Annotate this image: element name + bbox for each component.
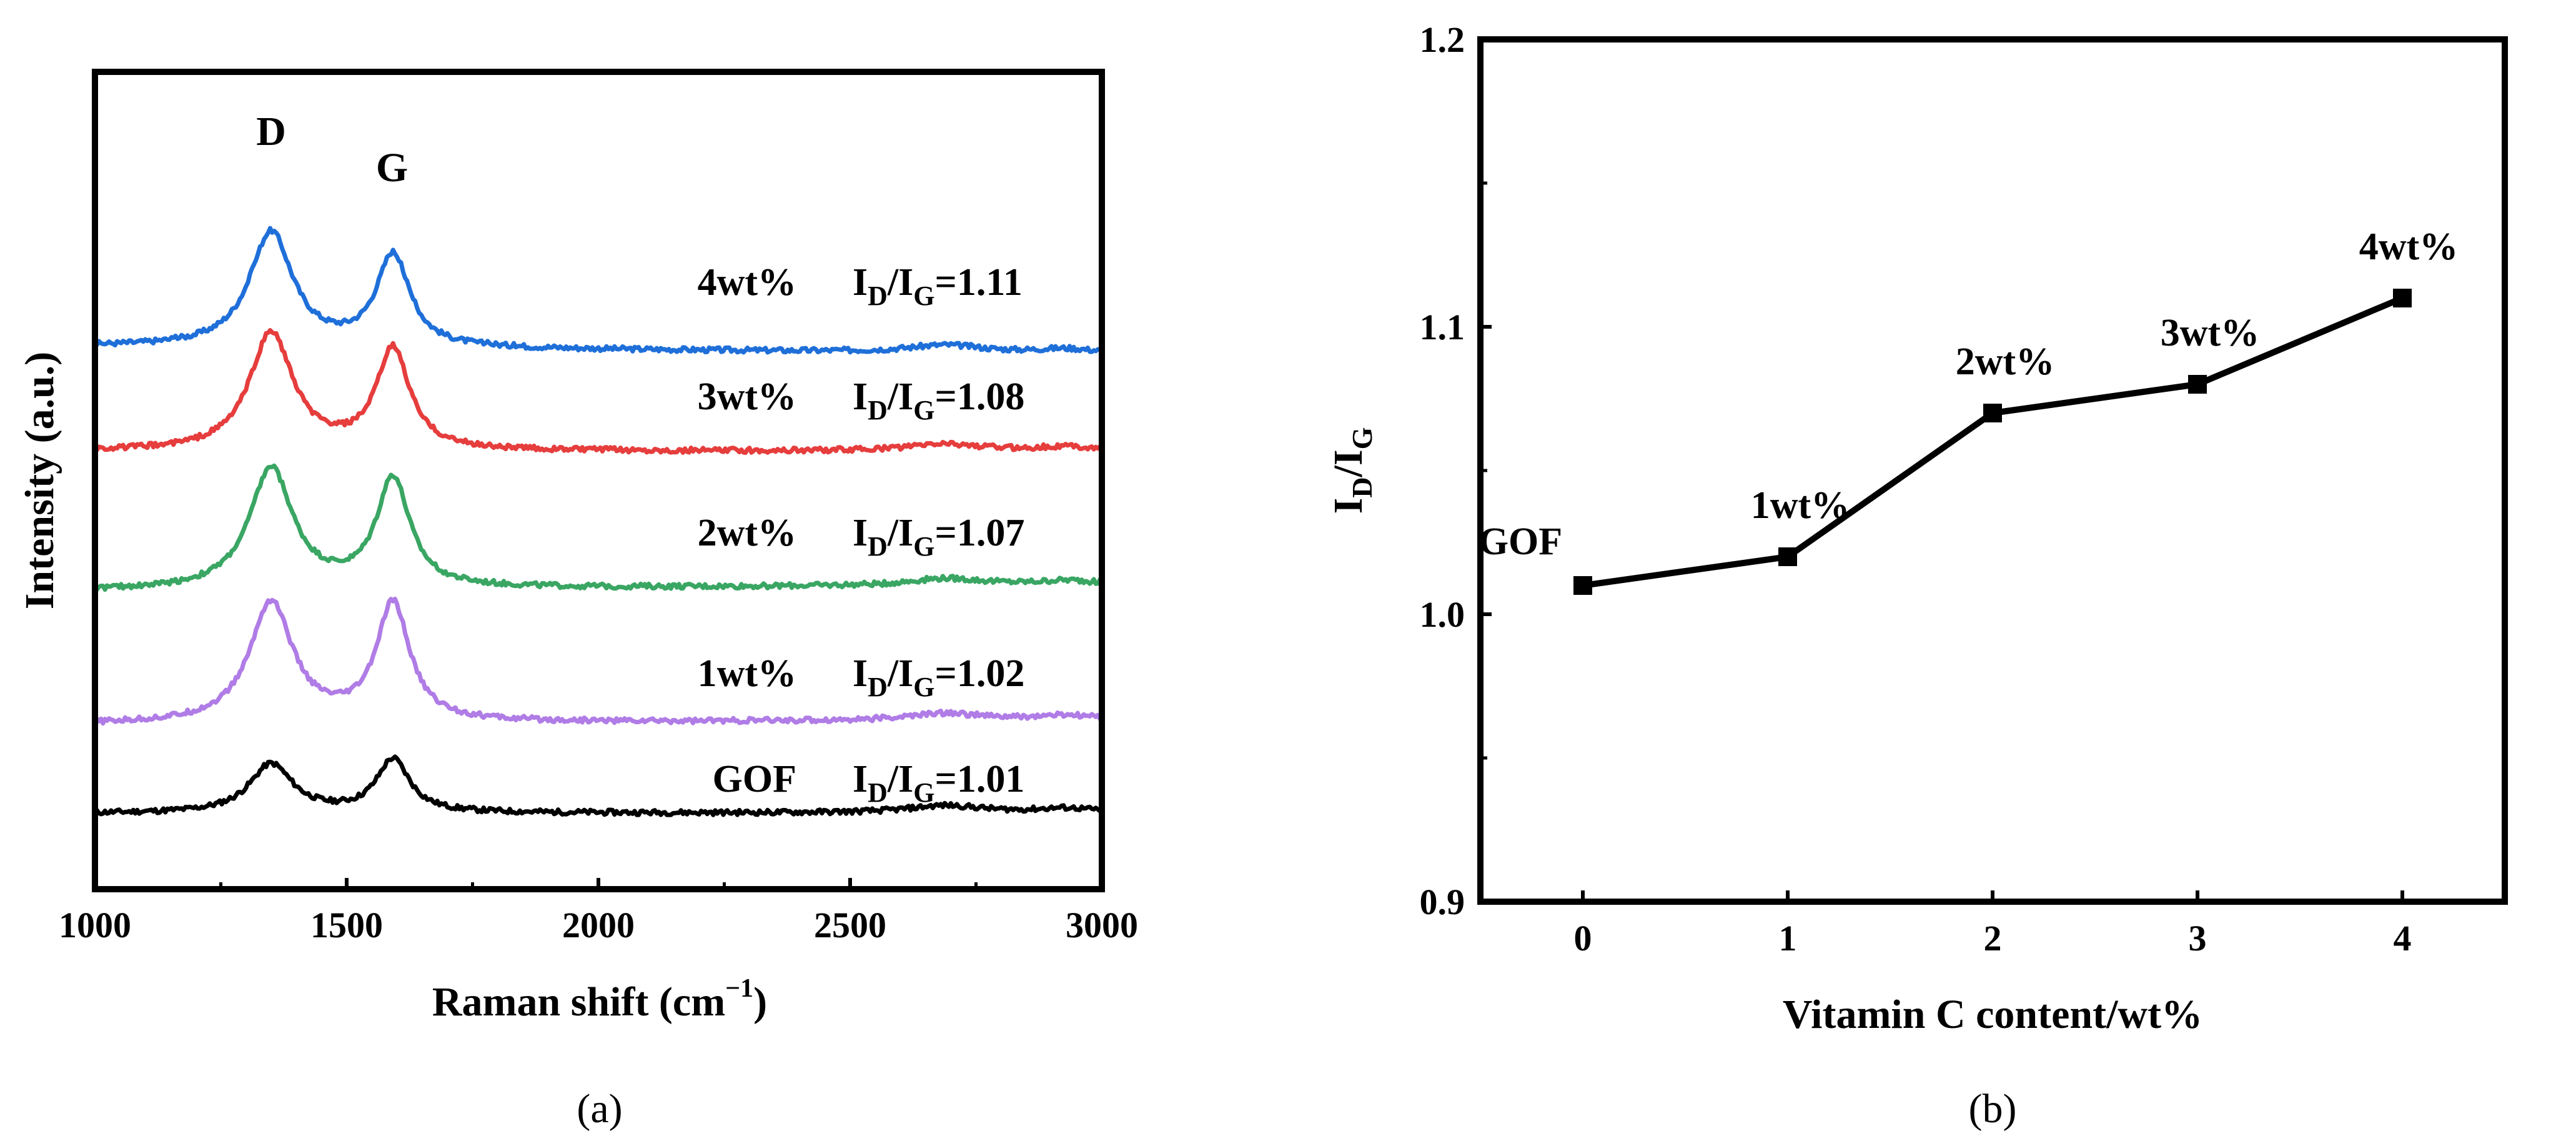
panel-b-x-axis-title: Vitamin C content/wt%: [1783, 992, 2202, 1037]
series-annotations: GOF ID/IG=1.01 1wt% ID/IG=1.02 2wt% ID/IG=1.0…: [698, 261, 1025, 808]
x-tick-label: 1000: [59, 905, 131, 945]
x-tick-label: 0: [1574, 918, 1592, 959]
y-tick-label: 1.2: [1420, 19, 1465, 60]
y-tick-label: 0.9: [1420, 882, 1465, 922]
series-name-label: 4wt%: [698, 261, 796, 304]
spectrum-line: [94, 328, 1104, 456]
x-tick-label: 3: [2189, 918, 2207, 959]
ratio-label: ID/IG=1.01: [853, 758, 1024, 808]
spectrum-line: [93, 596, 1102, 726]
peak-label-g: G: [376, 145, 408, 191]
ratio-label: ID/IG=1.02: [853, 652, 1024, 702]
series-name-label: 3wt%: [698, 376, 796, 418]
peak-label-d: D: [256, 109, 286, 154]
x-tick-label: 2000: [562, 905, 635, 945]
series-name-label: 2wt%: [698, 512, 796, 554]
spectrum-line: [94, 226, 1102, 355]
panel-a-x-axis-title: Raman shift (cm−1): [432, 974, 767, 1025]
panel-b-ticks: 0 1 2 3 4 0.9 1.0 1.1 1.2: [1420, 19, 2412, 959]
raman-series-group: [93, 226, 1104, 817]
ratio-series: GOF 1wt% 2wt% 3wt% 4wt%: [1479, 226, 2458, 595]
data-point-marker: [1983, 404, 2002, 422]
x-tick-label: 2500: [814, 905, 886, 945]
point-label: 4wt%: [2359, 226, 2458, 268]
panel-b-label: (b): [1969, 1086, 2017, 1132]
panel-a-label: (a): [577, 1086, 622, 1132]
panel-a-raman-spectra: 1000 1500 2000 2500 3000 D G GOF ID/IG=1.01 1w…: [17, 69, 1138, 1132]
data-point-marker: [2188, 375, 2207, 394]
panel-a-x-ticks: 1000 1500 2000 2500 3000: [59, 878, 1138, 945]
ratio-label: ID/IG=1.07: [853, 512, 1024, 562]
data-point-marker: [1778, 547, 1797, 566]
x-tick-label: 1: [1779, 918, 1797, 959]
point-label: 3wt%: [2161, 312, 2259, 354]
point-label: 2wt%: [1956, 341, 2054, 383]
x-tick-label: 3000: [1066, 905, 1138, 945]
point-label: GOF: [1479, 521, 1562, 563]
x-tick-label: 1500: [310, 905, 383, 945]
y-tick-label: 1.1: [1420, 307, 1465, 347]
panel-b-ratio-plot: 0 1 2 3 4 0.9 1.0 1.1 1.2 GOF 1wt% 2wt% 3wt% 4wt% Vi…: [1325, 19, 2508, 1132]
panel-a-y-axis-title: Intensity (a.u.): [17, 352, 62, 610]
point-label: 1wt%: [1751, 484, 1850, 527]
spectrum-line: [94, 754, 1104, 817]
spectrum-line: [93, 463, 1104, 592]
y-tick-label: 1.0: [1420, 594, 1465, 635]
x-tick-label: 4: [2394, 918, 2412, 959]
data-point-marker: [2393, 289, 2412, 307]
ratio-label: ID/IG=1.11: [853, 261, 1023, 311]
data-point-marker: [1573, 576, 1592, 595]
ratio-label: ID/IG=1.08: [853, 376, 1024, 426]
panel-b-y-axis-title: ID/IG: [1325, 427, 1378, 514]
series-name-label: 1wt%: [698, 652, 796, 695]
series-name-label: GOF: [713, 758, 796, 800]
x-tick-label: 2: [1984, 918, 2002, 959]
